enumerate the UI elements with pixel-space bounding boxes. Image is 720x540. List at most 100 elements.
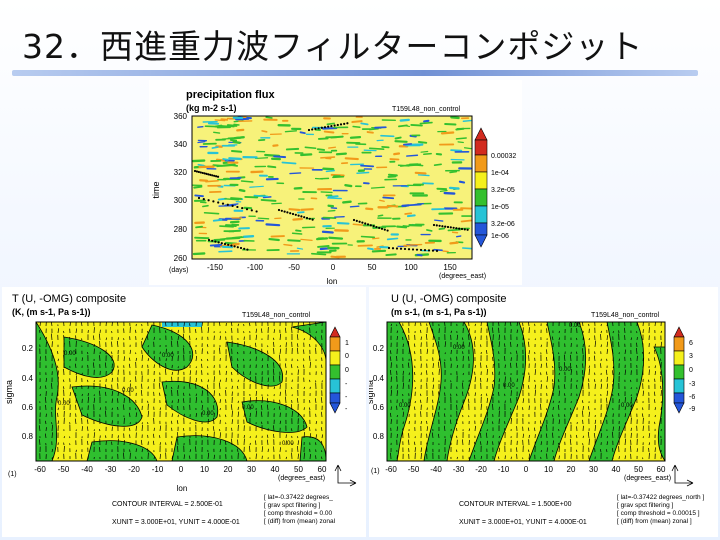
wind-vector — [129, 349, 132, 355]
wind-vector — [219, 439, 221, 446]
wind-vector — [654, 399, 656, 404]
wind-vector — [87, 426, 89, 432]
wind-vector — [425, 333, 428, 341]
wind-vector — [413, 343, 416, 348]
wind-vector — [273, 341, 275, 348]
wind-vector — [267, 439, 269, 446]
wind-vector — [654, 421, 656, 425]
y-tick: 0.8 — [373, 432, 385, 441]
wind-vector — [123, 356, 125, 362]
top-y-tick: 260 — [174, 254, 188, 263]
wind-vector — [75, 372, 78, 376]
composite-point — [217, 201, 220, 204]
wind-vector — [63, 386, 65, 390]
wind-vector — [492, 356, 494, 362]
precip-streak — [192, 252, 206, 256]
wind-vector — [582, 435, 584, 439]
composite-point — [375, 225, 378, 229]
precip-streak — [458, 180, 466, 184]
precip-streak — [406, 214, 416, 218]
wind-vector — [600, 363, 602, 369]
wind-vector — [540, 363, 542, 369]
colorbar-arrow-bottom — [474, 234, 488, 248]
wind-vector — [420, 372, 422, 376]
wind-vector — [408, 348, 411, 355]
wind-vector — [116, 340, 119, 348]
wind-vector — [492, 403, 494, 411]
right-contour-interval: CONTOUR INTERVAL = 1.500E+00 — [459, 501, 572, 508]
wind-vector — [182, 333, 185, 341]
wind-vector — [630, 445, 632, 453]
composite-point — [223, 242, 227, 246]
precip-streak — [253, 194, 269, 198]
precip-streak — [230, 203, 239, 206]
wind-vector — [491, 340, 494, 348]
wind-vector — [320, 397, 323, 404]
wind-vector — [390, 419, 392, 425]
composite-point — [236, 205, 239, 209]
wind-vector — [660, 358, 662, 362]
left-notes: [ lat=-0.37422 degrees_ [ grav spct filt… — [264, 494, 336, 525]
wind-vector — [474, 392, 476, 397]
contour-label: 0.00 — [202, 411, 214, 417]
wind-vector — [273, 329, 275, 334]
wind-vector — [552, 365, 554, 369]
wind-vector — [588, 365, 590, 369]
wind-vector — [272, 375, 275, 383]
wind-vector — [624, 455, 626, 460]
precip-streak — [321, 230, 334, 234]
wind-vector — [480, 377, 482, 383]
precip-streak — [380, 134, 395, 138]
wind-vector — [618, 341, 620, 348]
precip-streak — [385, 253, 397, 257]
wind-vector — [80, 412, 83, 418]
wind-vector — [57, 358, 59, 362]
wind-vector — [432, 335, 434, 341]
precip-streak — [233, 123, 240, 126]
wind-vector — [642, 457, 644, 460]
wind-vector — [660, 390, 662, 397]
left-plot-run: T159L48_non_control — [242, 312, 311, 319]
precip-streak — [270, 235, 285, 238]
wind-vector — [87, 379, 89, 383]
note-line: [ (diff) from (mean) zonal — [264, 518, 336, 525]
precip-streak — [379, 199, 385, 202]
wind-vector — [552, 379, 554, 383]
wind-vector — [129, 427, 131, 432]
precip-streak — [328, 146, 337, 149]
composite-point — [217, 241, 220, 244]
wind-vector — [303, 329, 305, 334]
composite-point — [212, 200, 215, 203]
wind-vector — [213, 400, 215, 404]
wind-vector — [660, 371, 662, 376]
wind-vector — [438, 406, 440, 411]
wind-vector — [51, 448, 54, 453]
wind-vector — [396, 355, 398, 362]
top-x-tick: -50 — [288, 263, 300, 272]
wind-vector — [515, 362, 518, 369]
wind-vector — [63, 397, 65, 404]
note-line: [ comp threshold = 0.00 — [264, 510, 332, 517]
precip-streak — [420, 150, 429, 153]
wind-vector — [314, 380, 317, 383]
composite-point — [226, 203, 229, 206]
wind-vector — [158, 382, 161, 390]
wind-vector — [44, 396, 47, 404]
composite-point — [419, 248, 423, 252]
wind-vector — [474, 341, 476, 348]
wind-vector — [528, 434, 530, 439]
wind-vector — [540, 344, 542, 348]
wind-vector — [237, 358, 239, 362]
wind-vector — [279, 345, 281, 348]
wind-vector — [558, 330, 560, 334]
precip-streak — [426, 229, 433, 232]
top-x-tick: 0 — [331, 263, 336, 272]
wind-vector — [630, 337, 633, 341]
wind-vector — [261, 396, 263, 404]
wind-vector — [273, 386, 275, 390]
composite-point — [193, 169, 197, 173]
wind-vector — [474, 323, 476, 327]
wind-vector — [273, 433, 275, 439]
precip-streak — [212, 164, 224, 167]
wind-vector — [213, 454, 216, 460]
